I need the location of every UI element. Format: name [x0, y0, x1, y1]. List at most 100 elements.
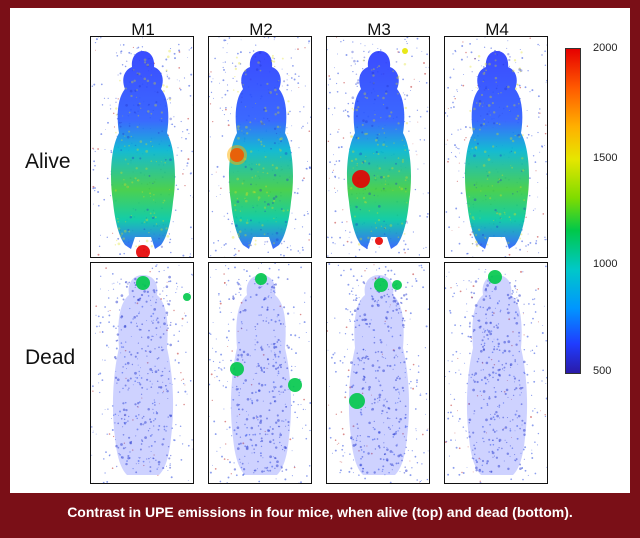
speckle [220, 353, 223, 356]
speckle [355, 83, 357, 85]
panel-m3-dead [326, 262, 430, 484]
speckle [423, 163, 425, 165]
body-texture [380, 116, 382, 119]
body-texture [263, 108, 266, 111]
speckle [294, 411, 296, 414]
body-texture [470, 340, 472, 343]
speckle [246, 280, 248, 282]
speckle [304, 85, 306, 87]
colorbar-tick-500: 500 [593, 365, 612, 377]
speckle [415, 150, 417, 152]
body-texture [352, 299, 355, 301]
speckle [193, 161, 194, 163]
emission-image [327, 37, 429, 257]
body-texture [114, 244, 117, 246]
body-texture [365, 120, 368, 124]
body-texture [257, 199, 260, 201]
body-texture [167, 55, 170, 59]
body-texture [149, 192, 152, 195]
speckle [376, 269, 378, 271]
speckle [183, 77, 186, 79]
body-texture [133, 295, 135, 298]
body-texture [499, 221, 501, 223]
body-texture [497, 464, 501, 468]
body-texture [383, 294, 386, 297]
speckle [450, 152, 453, 154]
body-texture [237, 233, 240, 236]
speckle [306, 210, 308, 213]
body-texture [119, 234, 122, 237]
speckle [235, 474, 238, 477]
speckle [95, 38, 98, 41]
body-texture [122, 237, 125, 240]
speckle [290, 57, 292, 59]
speckle [291, 450, 293, 452]
body-texture [279, 149, 282, 152]
speckle [452, 106, 455, 108]
speckle [223, 367, 226, 369]
body-texture [149, 466, 152, 468]
speckle [358, 249, 361, 251]
body-texture [270, 289, 272, 291]
speckle [100, 83, 103, 86]
body-texture [483, 331, 486, 333]
speckle [228, 426, 231, 429]
body-texture [249, 150, 253, 153]
speckle [363, 59, 365, 62]
speckle [343, 269, 345, 272]
speckle [531, 449, 533, 451]
speckle [534, 311, 537, 313]
speckle [420, 392, 422, 394]
body-texture [155, 301, 157, 304]
speckle [360, 275, 363, 277]
speckle [405, 357, 408, 360]
body-texture [401, 139, 404, 141]
speckle [527, 243, 530, 246]
body-texture [267, 433, 269, 435]
body-texture [503, 211, 506, 214]
body-texture [249, 129, 251, 131]
body-texture [362, 119, 365, 122]
speckle [542, 369, 544, 372]
speckle [222, 61, 224, 63]
body-texture [502, 63, 505, 66]
hot-spot [375, 237, 383, 245]
speckle [310, 39, 311, 41]
body-texture [386, 411, 388, 414]
speckle [542, 213, 545, 215]
speckle [305, 167, 308, 170]
body-texture [139, 383, 142, 386]
body-texture [399, 334, 402, 337]
speckle [297, 188, 299, 190]
body-texture [162, 333, 165, 335]
speckle [346, 240, 349, 243]
speckle [298, 482, 300, 483]
body-texture [251, 402, 254, 405]
speckle [327, 140, 330, 143]
speckle [178, 330, 180, 332]
body-texture [489, 197, 492, 200]
speckle [174, 323, 177, 326]
body-texture [278, 80, 280, 82]
hot-spot [402, 48, 408, 54]
body-texture [147, 372, 149, 375]
speckle [426, 478, 429, 481]
body-texture [275, 464, 279, 468]
body-texture [372, 426, 374, 429]
body-texture [518, 118, 520, 120]
body-texture [380, 175, 383, 179]
body-texture [273, 399, 277, 403]
body-texture [120, 278, 122, 280]
speckle [187, 158, 190, 161]
body-texture [280, 445, 282, 447]
speckle [212, 347, 214, 349]
body-texture [279, 200, 281, 202]
body-texture [362, 59, 365, 62]
body-texture [392, 309, 395, 312]
body-texture [482, 345, 484, 348]
body-texture [149, 427, 151, 430]
speckle [263, 37, 266, 38]
speckle [417, 371, 420, 374]
body-texture [260, 120, 263, 123]
body-texture [234, 204, 237, 207]
